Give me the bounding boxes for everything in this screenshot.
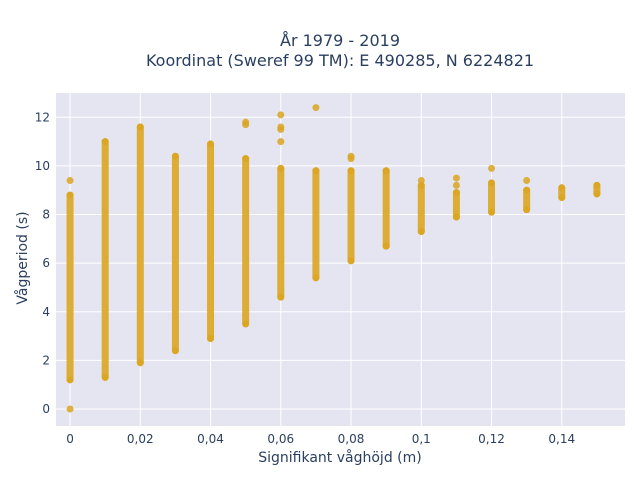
y-tick-label: 8: [42, 208, 50, 222]
y-tick-label: 12: [35, 110, 50, 124]
x-tick-label: 0,14: [548, 432, 575, 446]
data-point: [452, 213, 460, 221]
data-point: [66, 191, 74, 199]
data-point-band: [312, 167, 320, 282]
y-axis-ticks: 0 2 4 6 8 10 12: [35, 110, 50, 416]
y-tick-label: 2: [42, 353, 50, 367]
y-tick-label: 0: [42, 402, 50, 416]
data-point: [312, 104, 320, 112]
x-tick-label: 0,1: [412, 432, 431, 446]
data-point-band: [171, 152, 179, 355]
data-point-band: [136, 123, 144, 367]
data-point: [417, 177, 425, 185]
data-point: [523, 206, 531, 214]
data-point: [242, 155, 250, 163]
data-point: [207, 334, 215, 342]
data-point: [242, 320, 250, 328]
data-point: [452, 181, 460, 189]
data-point: [171, 152, 179, 160]
data-point-band: [277, 164, 285, 301]
chart-title-line-1: År 1979 - 2019: [280, 31, 400, 50]
data-point: [277, 111, 285, 119]
data-point: [171, 347, 179, 355]
data-point: [242, 118, 250, 126]
data-point: [277, 293, 285, 301]
x-tick-label: 0,06: [267, 432, 294, 446]
data-point-band: [488, 179, 496, 216]
data-point: [558, 194, 566, 202]
data-point: [452, 189, 460, 197]
y-axis-title: Vågperiod (s): [14, 211, 31, 304]
data-point: [488, 164, 496, 172]
data-point: [417, 181, 425, 189]
gridlines: [56, 93, 625, 426]
data-point: [523, 186, 531, 194]
data-point: [347, 152, 355, 160]
data-point: [66, 376, 74, 384]
data-point: [382, 242, 390, 250]
data-point: [382, 167, 390, 175]
data-point: [66, 177, 74, 185]
data-point: [452, 174, 460, 182]
data-point-band: [382, 167, 390, 250]
data-point: [593, 190, 601, 198]
x-tick-label: 0,12: [478, 432, 505, 446]
data-point-band: [347, 167, 355, 265]
data-point-band: [523, 186, 531, 214]
data-point-band: [66, 191, 74, 384]
data-point-band: [101, 138, 109, 381]
x-tick-label: 0: [66, 432, 74, 446]
data-point: [101, 373, 109, 381]
data-point: [277, 164, 285, 172]
x-tick-label: 0,08: [338, 432, 365, 446]
data-point-band: [207, 140, 215, 342]
x-tick-label: 0,02: [127, 432, 154, 446]
y-tick-label: 6: [42, 256, 50, 270]
data-point: [136, 359, 144, 367]
data-point: [277, 123, 285, 131]
data-points: [66, 104, 601, 413]
data-point-band: [452, 189, 460, 221]
data-point: [136, 123, 144, 131]
data-point: [558, 184, 566, 192]
data-point: [312, 167, 320, 175]
data-point: [347, 257, 355, 265]
plot-area: [56, 93, 625, 426]
data-point: [417, 228, 425, 236]
data-point-band: [417, 181, 425, 236]
data-point: [277, 138, 285, 146]
data-point: [101, 138, 109, 146]
x-tick-label: 0,04: [197, 432, 224, 446]
x-axis-title: Signifikant våghöjd (m): [258, 449, 421, 466]
data-point: [207, 140, 215, 148]
data-point-band: [242, 155, 250, 328]
data-point: [488, 208, 496, 216]
data-point: [523, 177, 531, 185]
y-tick-label: 10: [35, 159, 50, 173]
data-point: [593, 181, 601, 189]
y-tick-label: 4: [42, 305, 50, 319]
chart-title-line-2: Koordinat (Sweref 99 TM): E 490285, N 62…: [146, 51, 534, 70]
data-point: [312, 274, 320, 282]
data-point: [66, 405, 74, 413]
data-point: [488, 179, 496, 187]
data-point: [347, 167, 355, 175]
x-axis-ticks: 0 0,02 0,04 0,06 0,08 0,1 0,12 0,14: [66, 432, 575, 446]
